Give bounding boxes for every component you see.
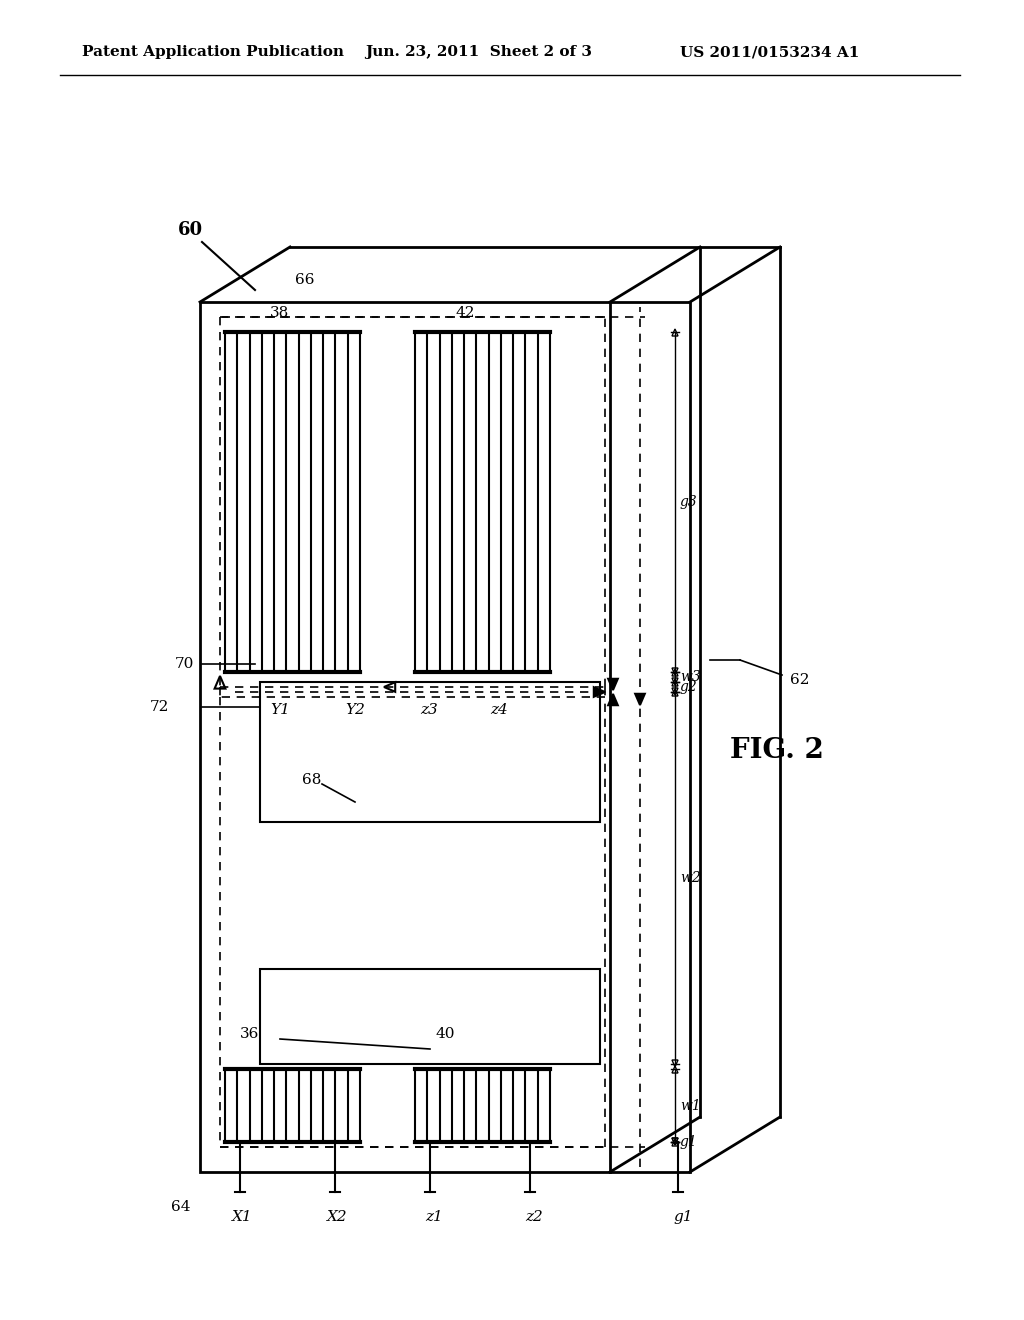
Text: z1: z1 [425,1210,442,1224]
Text: 72: 72 [150,700,169,714]
Text: X2: X2 [327,1210,347,1224]
Polygon shape [635,694,645,705]
Text: 66: 66 [295,273,314,286]
Bar [260,969,600,1064]
Text: 60: 60 [178,220,203,239]
Text: w1: w1 [680,1100,700,1113]
Text: z3: z3 [420,704,437,717]
Text: w3: w3 [680,671,700,684]
Text: X1: X1 [232,1210,253,1224]
Text: z4: z4 [490,704,508,717]
Text: 36: 36 [240,1027,259,1041]
Text: Patent Application Publication: Patent Application Publication [82,45,344,59]
Text: z2: z2 [525,1210,543,1224]
Text: 68: 68 [302,774,322,787]
Text: g1: g1 [680,1135,697,1148]
Text: FIG. 2: FIG. 2 [730,737,824,763]
Text: g3: g3 [680,495,697,510]
Text: 40: 40 [435,1027,455,1041]
Text: g1: g1 [673,1210,692,1224]
Text: 70: 70 [175,657,195,671]
Text: 64: 64 [171,1200,190,1214]
Bar [260,682,600,822]
Text: Jun. 23, 2011  Sheet 2 of 3: Jun. 23, 2011 Sheet 2 of 3 [365,45,592,59]
Text: 38: 38 [270,306,289,319]
Text: g2: g2 [680,680,697,694]
Bar [200,302,690,1172]
Text: w2: w2 [680,871,700,884]
Polygon shape [608,678,617,690]
Polygon shape [608,694,617,705]
Text: Y2: Y2 [345,704,365,717]
Text: 62: 62 [790,673,810,686]
Polygon shape [594,688,605,697]
Text: US 2011/0153234 A1: US 2011/0153234 A1 [680,45,859,59]
Text: 42: 42 [455,306,474,319]
Text: Y1: Y1 [270,704,290,717]
